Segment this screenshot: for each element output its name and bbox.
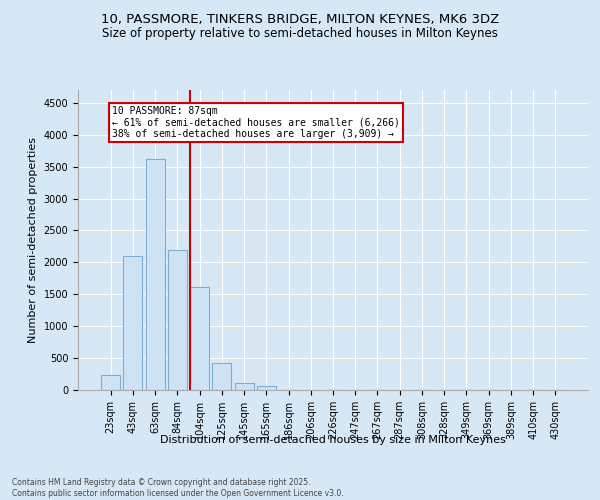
Bar xyxy=(146,159,164,390)
Text: 10, PASSMORE, TINKERS BRIDGE, MILTON KEYNES, MK6 3DZ: 10, PASSMORE, TINKERS BRIDGE, MILTON KEY… xyxy=(101,12,499,26)
Bar xyxy=(257,386,276,390)
Text: 10 PASSMORE: 87sqm
← 61% of semi-detached houses are smaller (6,266)
38% of semi: 10 PASSMORE: 87sqm ← 61% of semi-detache… xyxy=(112,106,400,139)
Bar xyxy=(190,286,209,390)
Bar xyxy=(101,376,120,390)
Bar xyxy=(168,250,187,390)
Bar xyxy=(124,256,142,390)
Text: Distribution of semi-detached houses by size in Milton Keynes: Distribution of semi-detached houses by … xyxy=(160,435,506,445)
Text: Size of property relative to semi-detached houses in Milton Keynes: Size of property relative to semi-detach… xyxy=(102,28,498,40)
Y-axis label: Number of semi-detached properties: Number of semi-detached properties xyxy=(28,137,38,343)
Bar xyxy=(212,362,231,390)
Text: Contains HM Land Registry data © Crown copyright and database right 2025.
Contai: Contains HM Land Registry data © Crown c… xyxy=(12,478,344,498)
Bar xyxy=(235,383,254,390)
